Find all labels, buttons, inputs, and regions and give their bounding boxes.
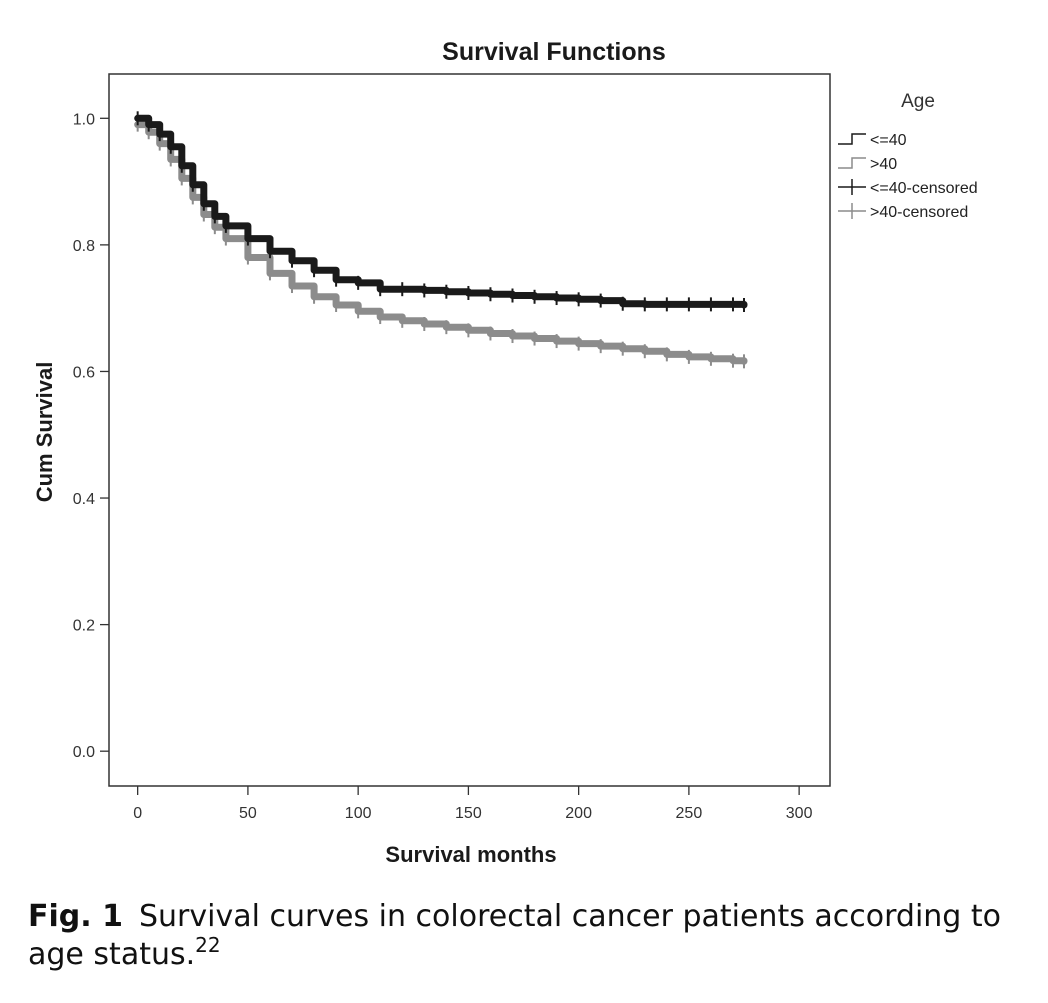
- x-tick-label: 250: [676, 805, 703, 822]
- legend-entry-label: >40-censored: [870, 204, 968, 221]
- figure-caption: Fig. 1 Survival curves in colorectal canc…: [28, 898, 1028, 974]
- y-tick-label: 0.8: [73, 238, 95, 255]
- legend-step-icon: [838, 157, 866, 169]
- y-axis: 0.0 0.2 0.4 0.6 0.8 1.0: [73, 111, 109, 761]
- x-tick-label: 200: [565, 805, 592, 822]
- x-axis-label: Survival months: [385, 842, 556, 867]
- y-tick-label: 0.4: [73, 491, 95, 508]
- legend-entry-label: <=40-censored: [870, 180, 978, 197]
- legend-title: Age: [901, 91, 935, 112]
- citation-ref: 22: [195, 933, 221, 957]
- legend-step-icon: [838, 133, 866, 145]
- series-line-le40: [134, 114, 748, 309]
- chart-title: Survival Functions: [442, 38, 666, 66]
- figure-label: Fig. 1: [28, 899, 123, 934]
- x-tick-label: 100: [345, 805, 372, 822]
- x-tick-label: 50: [239, 805, 257, 822]
- y-tick-label: 1.0: [73, 111, 95, 128]
- y-tick-label: 0.2: [73, 618, 95, 635]
- x-tick-label: 300: [786, 805, 813, 822]
- y-axis-label: Cum Survival: [32, 362, 57, 503]
- x-tick-label: 150: [455, 805, 482, 822]
- legend-entry-label: >40: [870, 156, 897, 173]
- survival-chart: Survival Functions 0.0 0.2 0.4 0.6 0.8 1.0 0 5…: [32, 38, 978, 867]
- series-group: [134, 111, 748, 369]
- caption-text: Survival curves in colorectal cancer pat…: [28, 899, 1001, 972]
- legend-entry-label: <=40: [870, 132, 907, 149]
- y-tick-label: 0.6: [73, 364, 95, 381]
- series-line-gt40: [134, 121, 748, 365]
- x-tick-label: 0: [133, 805, 142, 822]
- x-axis: 0 50 100 150 200 250 300: [133, 786, 813, 822]
- plot-frame: [108, 73, 831, 787]
- legend: Age <=40 >40 <=40-censored >40-censored: [838, 91, 978, 221]
- y-tick-label: 0.0: [73, 744, 95, 761]
